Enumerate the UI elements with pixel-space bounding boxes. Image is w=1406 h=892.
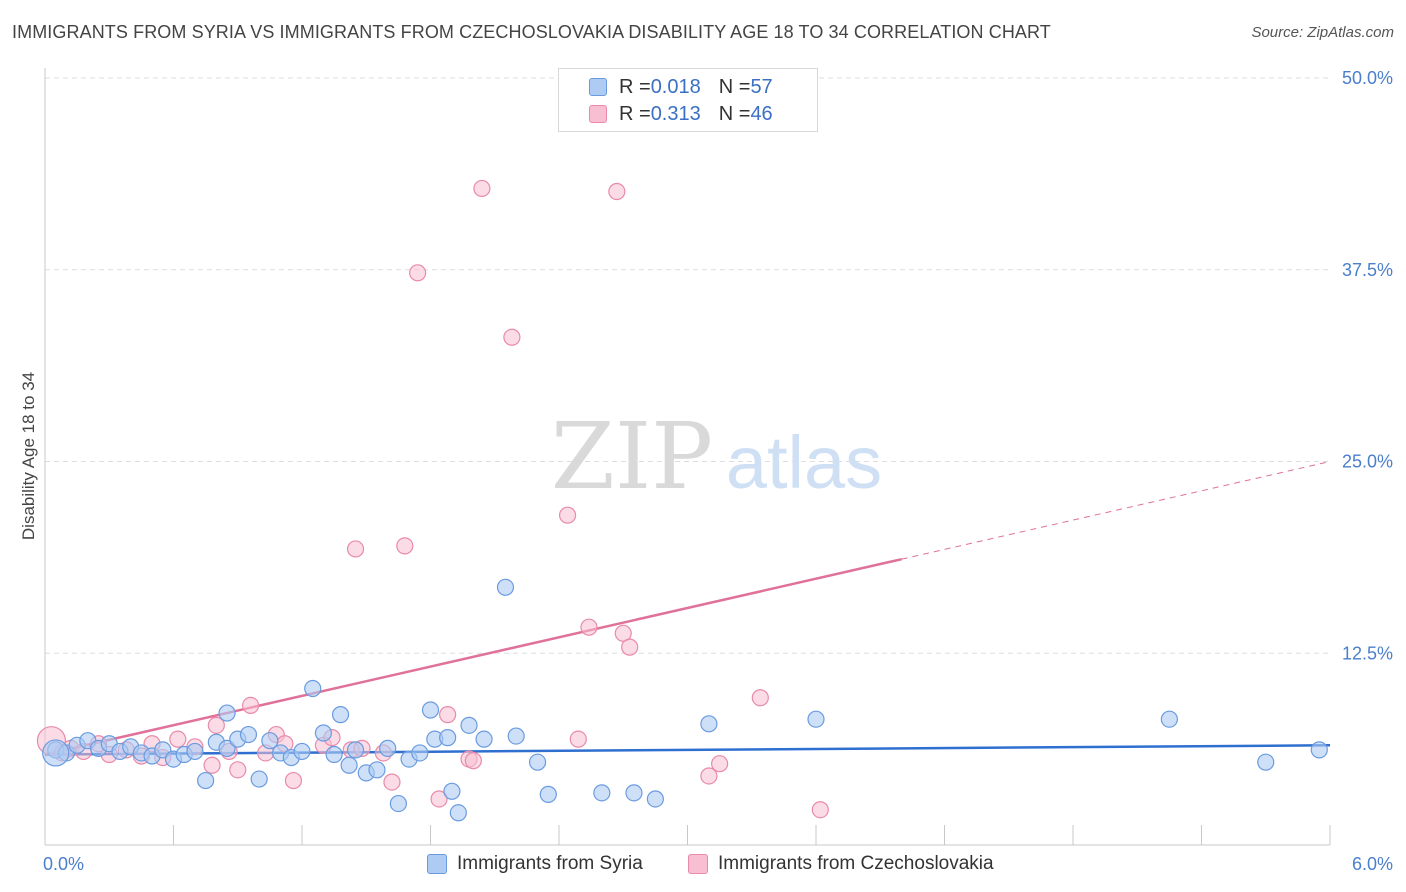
legend-syria-r-value: 0.018 — [650, 75, 701, 98]
syria-point — [1310, 741, 1328, 759]
x-tick-label-max: 6.0% — [1352, 854, 1393, 874]
syria-point — [1257, 753, 1275, 771]
syria-points — [42, 578, 1328, 822]
grid-lines — [45, 77, 1330, 654]
legend-czech-n-value: 46 — [750, 102, 773, 125]
czech-point — [346, 540, 365, 558]
czech-point — [621, 638, 639, 656]
y-tick-label: 37.5% — [1342, 260, 1393, 280]
czech-point — [614, 624, 632, 642]
legend-swatch-czech — [589, 105, 607, 123]
czech-trend-extension — [901, 461, 1331, 560]
syria-point — [42, 739, 70, 767]
czech-point — [700, 767, 718, 785]
syria-point — [449, 804, 467, 822]
czech-point — [473, 179, 491, 198]
syria-point — [325, 745, 343, 764]
syria-point — [593, 784, 611, 802]
czech-trend-line — [44, 557, 902, 756]
axes — [44, 68, 1331, 846]
syria-point — [331, 706, 350, 724]
legend-syria-n-label: N = — [718, 75, 751, 98]
bottom-legend-syria: Immigrants from Syria — [427, 851, 643, 877]
czech-point — [169, 730, 187, 748]
legend-syria-r-label: R = — [619, 75, 651, 98]
syria-point — [439, 729, 457, 747]
syria-point — [368, 761, 386, 779]
czech-point — [608, 182, 626, 201]
syria-point — [186, 742, 204, 761]
y-tick-label: 25.0% — [1342, 452, 1393, 472]
bottom-legend-syria-label: Immigrants from Syria — [457, 853, 643, 874]
syria-point — [379, 739, 397, 757]
syria-point — [261, 732, 279, 750]
y-axis-label: Disability Age 18 to 34 — [19, 372, 38, 540]
czech-point — [439, 706, 457, 724]
legend-czech-n-label: N = — [718, 102, 751, 125]
czech-point — [751, 689, 769, 707]
syria-point — [389, 794, 407, 813]
syria-point — [443, 782, 461, 800]
correlation-legend: R = 0.018 N = 57 R = 0.313 N = 46 — [558, 68, 818, 132]
legend-czech-r-value: 0.313 — [650, 102, 701, 125]
y-tick-label: 12.5% — [1342, 643, 1393, 663]
syria-point — [625, 784, 643, 802]
syria-point — [218, 704, 236, 722]
czech-point — [580, 618, 598, 636]
syria-point — [496, 578, 515, 596]
watermark-atlas: atlas — [726, 421, 882, 504]
czech-point — [396, 537, 414, 555]
legend-row-czech: R = 0.313 N = 46 — [589, 101, 773, 127]
czech-point — [503, 328, 521, 346]
czech-point — [284, 771, 303, 790]
czech-point — [383, 773, 401, 791]
chart-title: IMMIGRANTS FROM SYRIA VS IMMIGRANTS FROM… — [12, 22, 1051, 42]
syria-point — [475, 730, 493, 748]
syria-point — [421, 701, 440, 719]
legend-swatch-syria — [589, 78, 607, 96]
czech-point — [242, 696, 260, 715]
bottom-legend-czech: Immigrants from Czechoslovakia — [688, 851, 994, 877]
syria-point — [1160, 710, 1178, 728]
czech-point — [207, 716, 225, 734]
syria-point — [346, 741, 365, 759]
syria-point — [528, 753, 547, 771]
source-credit: Source: ZipAtlas.com — [1251, 24, 1394, 41]
syria-point — [340, 756, 358, 774]
czech-point — [558, 506, 577, 524]
legend-row-syria: R = 0.018 N = 57 — [589, 74, 773, 100]
syria-point — [700, 715, 718, 733]
watermark-zip: ZIP — [551, 403, 713, 510]
bottom-legend-swatch-syria — [427, 854, 447, 874]
bottom-legend-swatch-czech — [688, 854, 708, 874]
syria-point — [250, 770, 268, 788]
czech-point — [711, 755, 729, 773]
syria-point — [304, 679, 322, 698]
czech-point — [569, 730, 587, 748]
tick-labels: 12.5% 25.0% 37.5% 50.0% 0.0% 6.0% — [43, 68, 1393, 874]
syria-point — [411, 744, 429, 762]
legend-syria-n-value: 57 — [750, 75, 773, 98]
syria-point — [197, 771, 215, 790]
czech-point — [430, 790, 448, 808]
syria-point — [539, 785, 557, 803]
syria-point — [507, 727, 525, 745]
czech-point — [409, 264, 427, 282]
syria-point — [807, 710, 825, 728]
syria-point — [239, 725, 258, 744]
syria-point — [646, 790, 664, 808]
czech-point — [229, 761, 247, 779]
syria-point — [460, 716, 478, 734]
bottom-legend-czech-label: Immigrants from Czechoslovakia — [718, 853, 994, 874]
legend-czech-r-label: R = — [619, 102, 651, 125]
czech-point — [811, 801, 829, 819]
czech-point — [203, 756, 221, 774]
x-tick-label-min: 0.0% — [43, 854, 84, 874]
syria-point — [293, 742, 311, 761]
y-tick-label: 50.0% — [1342, 68, 1393, 88]
syria-point — [314, 724, 333, 742]
czech-point — [464, 752, 482, 770]
